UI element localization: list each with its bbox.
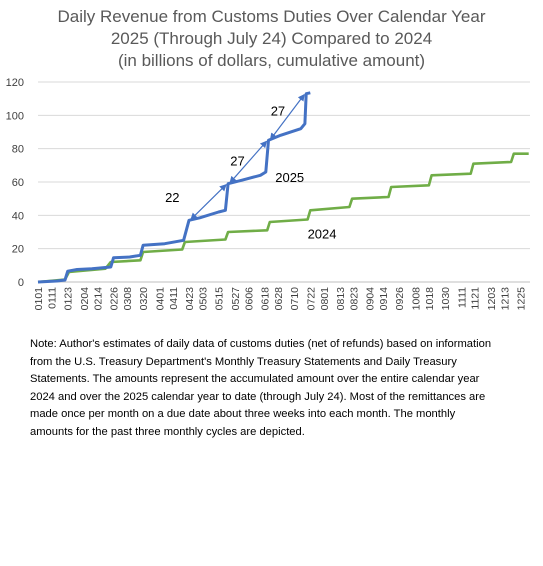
series-lines [37,91,529,284]
x-tick-label: 0823 [348,287,360,311]
x-tick-label: 0411 [168,287,180,310]
cumulative-customs-chart: 0 20 40 60 80 100 120 0101 0111 0123 0204 0214 0226… [6,77,530,311]
x-tick-label: 1213 [499,287,511,311]
y-axis-ticks: 0 20 40 60 80 100 120 [6,77,24,289]
x-tick-label: 1030 [440,287,452,311]
chart-note: Note: Author's estimates of daily data o… [30,338,492,438]
y-tick-label: 60 [12,177,24,189]
x-tick-label: 0226 [108,287,120,311]
x-tick-label: 1203 [486,287,498,311]
difference-label: 27 [271,103,285,118]
annotations: 22 27 27 2025 2024 [165,93,337,242]
x-tick-label: 0214 [92,287,104,311]
series-line-2025 [37,91,311,284]
difference-arrow-1 [190,183,227,221]
x-tick-label: 0111 [46,287,58,309]
x-tick-label: 1008 [410,287,422,311]
y-tick-label: 120 [6,77,24,89]
x-tick-label: 0628 [273,287,285,311]
x-tick-label: 0904 [365,287,377,311]
x-tick-label: 0308 [122,287,134,311]
y-tick-label: 0 [18,277,24,289]
x-tick-label: 0423 [184,287,196,311]
difference-label: 22 [165,190,179,205]
x-tick-label: 0123 [63,287,75,311]
series-label-2024: 2024 [308,227,337,242]
x-tick-label: 1225 [516,287,528,311]
series-label-2025: 2025 [275,170,304,185]
difference-arrow-2 [229,140,268,184]
x-tick-label: 0401 [154,287,166,311]
series-line-2024 [37,152,529,284]
x-tick-label: 0320 [138,287,150,311]
x-tick-label: 0527 [230,287,242,311]
x-tick-label: 0204 [79,287,91,311]
x-tick-label: 0801 [319,287,331,311]
difference-label: 27 [230,153,244,168]
x-tick-label: 0515 [214,287,226,311]
y-tick-label: 20 [12,244,24,256]
chart-title-line-1: Daily Revenue from Customs Duties Over C… [57,7,486,26]
y-tick-label: 40 [12,210,24,222]
x-tick-label: 0618 [259,287,271,311]
x-tick-label: 0101 [33,287,45,311]
x-tick-label: 1018 [424,287,436,311]
x-tick-label: 0914 [378,287,390,311]
x-tick-label: 0606 [243,287,255,311]
x-axis-ticks: 0101 0111 0123 0204 0214 0226 0308 0320 0401 0411… [33,287,528,311]
difference-arrow-3 [269,93,305,141]
x-tick-label: 0926 [394,287,406,311]
x-tick-label: 0503 [197,287,209,311]
chart-title: Daily Revenue from Customs Duties Over C… [0,6,543,72]
x-tick-label: 1111 [456,287,468,308]
y-tick-label: 80 [12,144,24,156]
x-tick-label: 1121 [470,287,482,310]
gridlines [38,81,530,283]
y-tick-label: 100 [6,110,24,122]
chart-title-line-2: 2025 (Through July 24) Compared to 2024 [110,29,433,48]
chart-title-line-3: (in billions of dollars, cumulative amou… [117,51,426,70]
x-tick-label: 0710 [289,287,301,311]
x-tick-label: 0722 [305,287,317,311]
x-tick-label: 0813 [335,287,347,311]
